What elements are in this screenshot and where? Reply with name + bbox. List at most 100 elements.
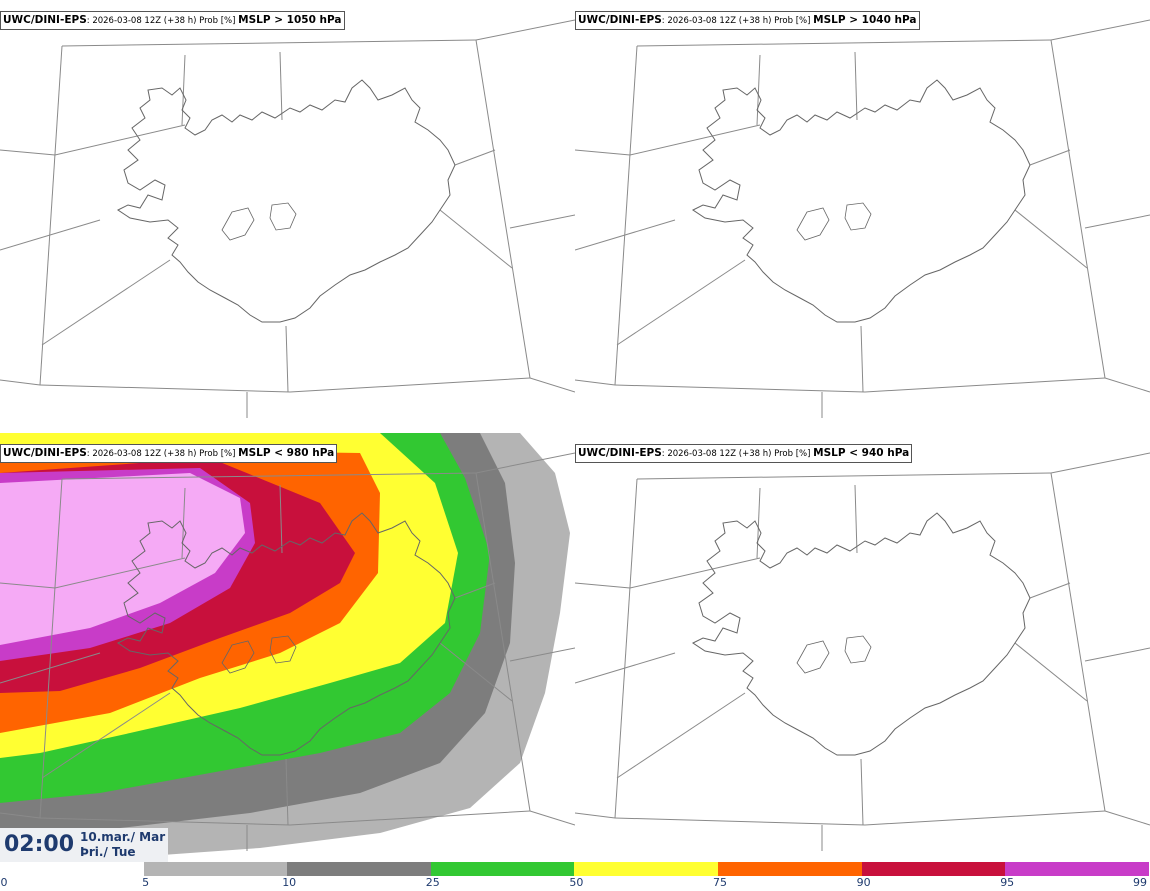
panel-threshold-label: MSLP < 940 hPa [813,447,910,459]
graticule-line [0,124,186,156]
panel-meta-label: : 2026-03-08 12Z (+38 h) Prob [%] [661,449,814,459]
graticule-line [636,472,1052,480]
map-canvas [0,19,575,418]
colorbar-segment [1005,862,1149,876]
graticule-line [854,51,858,121]
valid-time-date: 10.mar./ Mar Þri./ Tue [80,830,165,860]
colorbar-segment [430,862,575,876]
graticule-line [1050,452,1150,474]
graticule-line [0,812,41,819]
colorbar-segment [861,862,1006,876]
glacier-outline [269,635,297,664]
colorbar-tick-label: 95 [1000,876,1015,889]
graticule-line [41,259,171,346]
graticule-line [439,209,513,269]
colorbar-segment [287,862,431,876]
graticule-line [475,452,575,474]
map-canvas [575,452,1150,851]
graticule-line [41,692,171,779]
graticule-line [529,810,575,826]
graticule-line [61,472,477,480]
panel-title: UWC/DINI-EPS: 2026-03-08 12Z (+38 h) Pro… [0,444,338,463]
graticule-line [575,652,676,684]
graticule-line [575,124,761,156]
graticule-line [475,472,531,812]
map-canvas [575,19,1150,418]
map-panel: UWC/DINI-EPS: 2026-03-08 12Z (+38 h) Pro… [575,0,1150,433]
graticule-line [529,377,575,393]
graticule-line [439,642,513,702]
graticule-line [1050,19,1150,41]
graticule-line [0,557,186,589]
graticule-line [575,557,761,589]
graticule-line [509,214,575,229]
graticule-line [475,19,575,41]
graticule-line [181,54,186,126]
map-canvas [0,433,575,863]
graticule-line [181,487,186,559]
graticule-line [616,259,746,346]
glacier-outline [221,207,255,241]
glacier-outline [844,202,872,231]
panel-model-label: UWC/DINI-EPS [578,14,662,26]
graticule-line [575,379,616,386]
graticule-line [1104,810,1150,826]
graticule-line [39,810,531,826]
colorbar-segment [718,862,862,876]
map-panel: UWC/DINI-EPS: 2026-03-08 12Z (+38 h) Pro… [0,433,575,866]
glacier-outline [269,202,297,231]
graticule-line [860,325,864,393]
graticule-line [285,325,289,393]
valid-date-line1: 10.mar./ Mar [80,830,166,844]
panel-meta-label: : 2026-03-08 12Z (+38 h) Prob [%] [86,16,239,26]
graticule-line [614,478,638,819]
graticule-line [1084,214,1150,229]
graticule-line [1029,582,1071,599]
graticule-line [1014,209,1088,269]
graticule-line [39,45,63,386]
map-panel: UWC/DINI-EPS: 2026-03-08 12Z (+38 h) Pro… [0,0,575,433]
colorbar-tick-label: 90 [856,876,871,889]
colorbar-segment [574,862,718,876]
graticule-line [509,647,575,662]
graticule-line [756,487,761,559]
graticule-line [860,758,864,826]
panel-threshold-label: MSLP < 980 hPa [238,447,335,459]
coastline [117,79,456,323]
graticule-line [575,812,616,819]
coastline [692,512,1031,756]
graticule-line [1014,642,1088,702]
colorbar-segment [143,862,288,876]
graticule-line [616,692,746,779]
panel-title: UWC/DINI-EPS: 2026-03-08 12Z (+38 h) Pro… [575,11,920,30]
panel-title: UWC/DINI-EPS: 2026-03-08 12Z (+38 h) Pro… [0,11,345,30]
map-panel: UWC/DINI-EPS: 2026-03-08 12Z (+38 h) Pro… [575,433,1150,866]
panel-title: UWC/DINI-EPS: 2026-03-08 12Z (+38 h) Pro… [575,444,913,463]
coastline [117,512,456,756]
panel-meta-label: : 2026-03-08 12Z (+38 h) Prob [%] [86,449,239,459]
valid-time-clock: 02:00 [4,832,75,857]
probability-field [0,433,570,863]
valid-time-box: 02:00 10.mar./ Mar Þri./ Tue [0,828,168,862]
graticule-line [1050,472,1106,812]
graticule-line [756,54,761,126]
graticule-line [0,219,101,251]
panel-threshold-label: MSLP > 1040 hPa [813,14,917,26]
graticule-line [575,219,676,251]
graticule-line [1084,647,1150,662]
colorbar-tick-label: 10 [282,876,297,889]
colorbar-tick-label: 75 [713,876,727,889]
colorbar-tick-label: 0 [0,876,8,889]
graticule-line [1104,377,1150,393]
panel-model-label: UWC/DINI-EPS [578,447,662,459]
valid-date-line2: Þri./ Tue [80,845,136,859]
colorbar-tick-label: 5 [142,876,150,889]
graticule-line [285,758,289,826]
colorbar-tick-label: 50 [569,876,584,889]
graticule-line [454,582,496,599]
graticule-line [61,39,477,47]
graticule-line [1029,149,1071,166]
graticule-line [39,478,63,819]
graticule-line [614,377,1106,393]
panel-model-label: UWC/DINI-EPS [3,447,87,459]
